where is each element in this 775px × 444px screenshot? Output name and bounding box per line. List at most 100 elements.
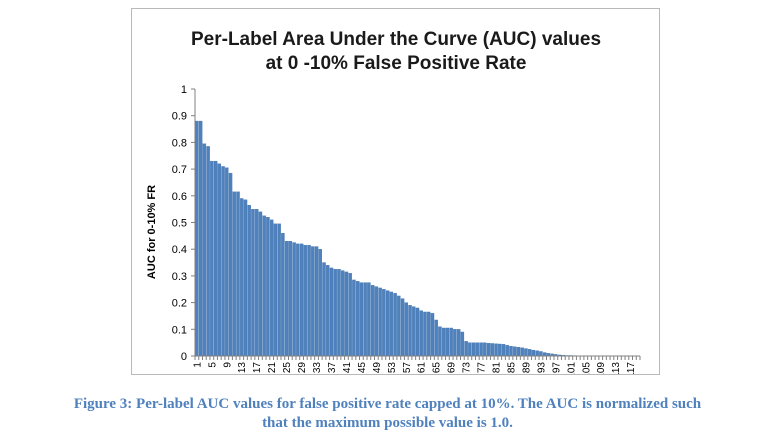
x-tick-label: 33 [312,362,323,374]
x-tick-label: 77 [477,362,488,374]
bar [412,306,416,357]
bar [344,271,349,357]
bar [498,343,502,357]
bar [299,243,304,357]
bar [471,342,476,357]
bar [453,329,457,357]
bar [314,246,319,357]
bar [228,172,233,357]
x-tick-label: 85 [506,362,517,374]
y-tick-label: 0.4 [172,244,187,256]
bar [303,245,308,357]
x-tick-label: 57 [402,362,413,374]
bar [516,347,521,357]
y-tick-label: 1 [181,84,187,96]
y-tick-label: 0.9 [172,111,187,123]
bar [273,223,278,357]
y-tick-label: 0.8 [172,137,187,149]
x-tick-label: 69 [447,362,458,374]
x-tick-label: 45 [357,362,368,374]
bar [527,349,532,357]
bar [254,208,259,357]
bar [423,311,427,357]
bar [494,343,498,357]
x-tick-label: 81 [492,362,503,374]
bar [367,282,371,357]
bar [483,342,487,357]
bar [397,295,401,357]
bar [382,289,386,357]
bar [322,262,326,357]
bar [251,208,255,357]
bar [277,223,281,357]
caption-line-2: that the maximum possible value is 1.0. [262,415,513,431]
bar [307,245,311,357]
bar [505,345,509,357]
bar [520,347,524,357]
bar [359,282,364,357]
bar [329,267,334,357]
bar [311,246,315,357]
chart-area: Per-Label Area Under the Curve (AUC) val… [131,8,660,375]
bar [449,327,453,357]
x-tick-label: 5 [207,362,218,368]
bar [404,302,409,357]
bar [400,298,405,357]
bar [456,329,461,357]
bar [524,348,528,357]
bar [501,344,506,357]
bar [535,350,539,357]
bar [389,291,394,357]
bar [355,281,360,357]
bar [509,345,513,357]
bar [243,199,248,357]
x-tick-label: 29 [297,362,308,374]
y-axis-label: AUC for 0-10% FR [146,185,158,279]
bar [408,305,412,357]
x-tick-label: 65 [432,362,443,374]
bar [266,217,270,357]
x-tick-label: 21 [267,362,278,374]
bar [284,241,289,357]
x-tick-label: 109 [596,362,607,374]
x-tick-label: 53 [387,362,398,374]
x-tick-label: 105 [581,362,592,374]
bar [393,293,397,357]
y-tick-label: 0.7 [172,164,187,176]
bar [490,343,495,357]
x-tick-label: 73 [462,362,473,374]
bar [236,191,240,357]
bar [419,310,423,357]
bar [213,160,218,357]
x-tick-label: 9 [222,362,233,368]
bar [464,341,468,357]
bar [438,326,442,357]
bar [333,269,337,357]
bar [426,311,431,357]
y-tick-label: 0.6 [172,191,187,203]
bar [292,242,296,357]
bar [542,352,547,357]
bar [475,342,480,357]
auc-bar-chart: Per-Label Area Under the Curve (AUC) val… [146,29,641,374]
bar [202,143,207,357]
bar [340,270,345,357]
x-tick-label: 93 [536,362,547,374]
bar [415,307,420,357]
bar [531,349,536,357]
bar [378,287,382,357]
bar [217,163,222,357]
bar [318,249,322,357]
bar [269,219,274,357]
x-axis-ticks: 1 5 9 13 17 21 25 29 33 37 41 45 49 53 57 61 65 69 73 77 81 8… [192,356,641,374]
bar [258,211,263,357]
bar [225,167,229,357]
axes [194,89,640,357]
bar [326,265,330,357]
bar [262,215,266,357]
bar [441,327,446,357]
bar [352,279,356,357]
bar [348,273,352,357]
bar [206,146,210,357]
x-tick-label: 89 [521,362,532,374]
